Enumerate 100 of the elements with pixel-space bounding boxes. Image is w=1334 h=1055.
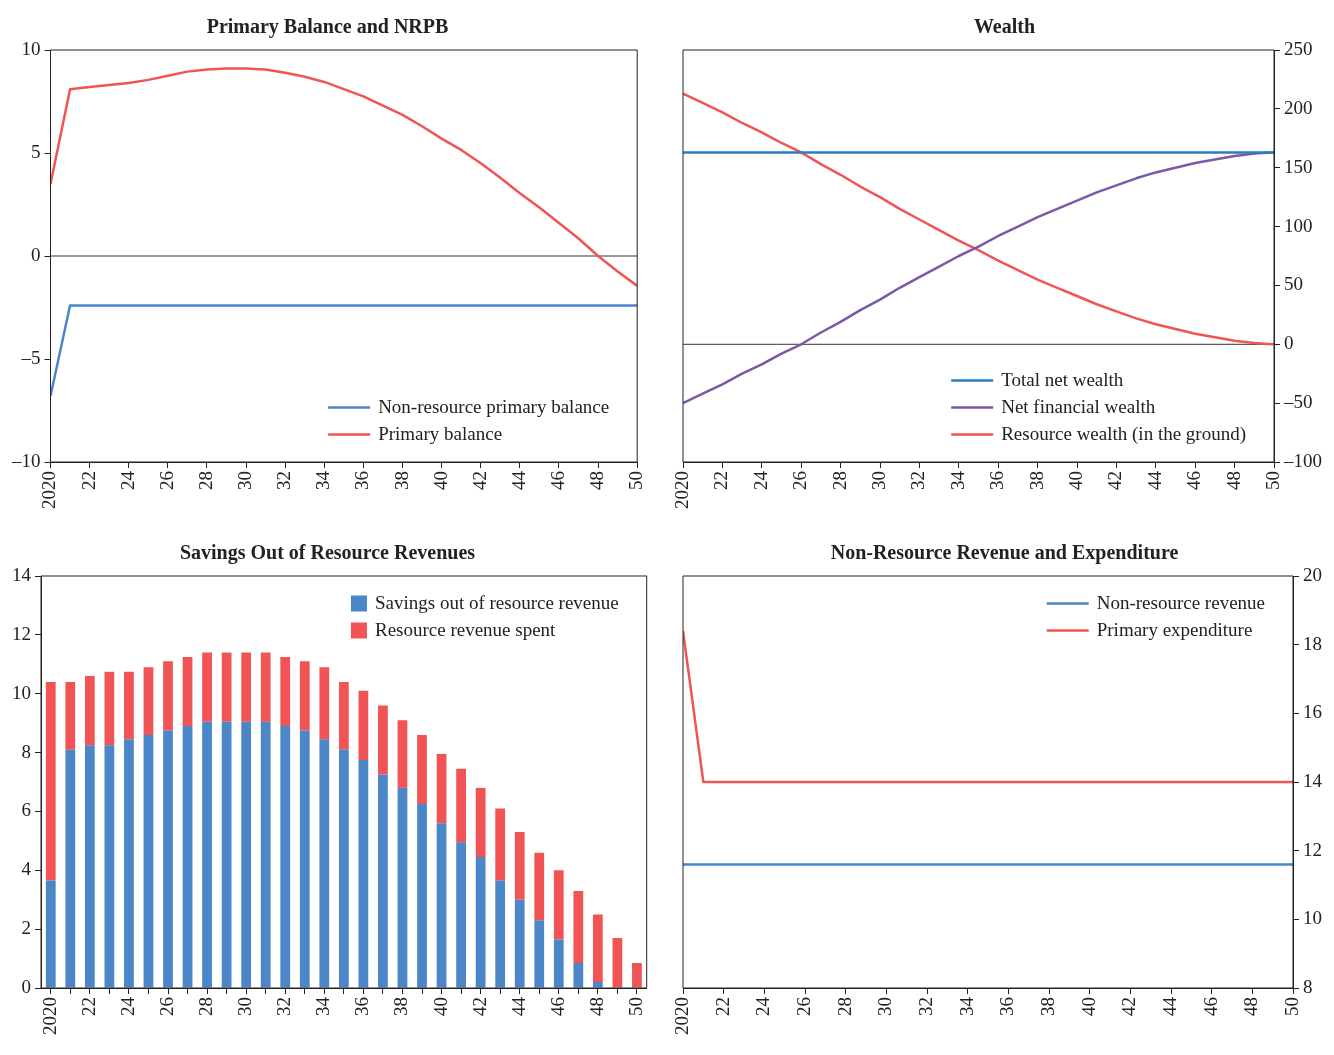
bar [202,721,212,988]
x-tick-label: 42 [468,471,490,490]
y2-tick-label: 200 [1284,96,1313,118]
y-tick-label: 12 [12,622,31,644]
x-tick-label: 28 [195,997,217,1016]
bar [612,937,623,988]
x-tick-label: 24 [752,996,774,1016]
x-tick-label: 40 [1064,471,1086,490]
bar [475,787,486,858]
y2-tick-label: 8 [1303,975,1313,997]
legend-label: Primary balance [378,423,503,445]
x-tick-label: 42 [1118,997,1140,1016]
x-tick-label: 46 [546,997,568,1016]
x-tick-label: 24 [116,470,138,490]
y-tick-label: –10 [11,449,41,471]
x-tick-label: 46 [1199,997,1221,1016]
x-tick-label: 32 [273,997,295,1016]
legend-label: Non-resource revenue [1096,592,1266,614]
chart-title: Wealth [973,15,1036,38]
x-tick-label: 48 [586,471,608,490]
chart-title: Primary Balance and NRPB [206,15,449,39]
bar [280,656,291,727]
y2-tick-label: 0 [1284,332,1294,354]
x-tick-label: 38 [1036,997,1058,1016]
y2-tick-label: 20 [1303,563,1322,585]
y-tick-label: 2 [21,917,31,939]
bar [260,652,271,722]
y2-tick-label: –50 [1283,391,1313,413]
x-tick-label: 46 [1183,471,1205,490]
bar [319,667,330,740]
y2-tick-label: 50 [1284,273,1303,295]
x-tick-label: 30 [234,997,256,1016]
bar [221,721,232,988]
x-tick-label: 50 [625,471,647,490]
y-tick-label: 10 [12,681,31,703]
x-tick-label: 36 [996,997,1018,1016]
bar [592,914,603,983]
y2-tick-label: 150 [1284,155,1313,177]
y2-tick-label: 14 [1303,769,1323,791]
y2-tick-label: –100 [1283,449,1322,471]
bar [182,726,193,988]
x-tick-label: 38 [390,471,412,490]
bar [378,705,388,775]
x-tick-label: 34 [312,996,334,1016]
bar [338,749,349,988]
y2-tick-label: 10 [1303,907,1322,929]
bar [378,774,388,988]
x-tick-label: 44 [1158,996,1180,1016]
bar [592,982,603,988]
x-tick-label: 28 [828,471,850,490]
y2-tick-label: 250 [1284,37,1313,59]
bar [553,939,564,988]
y-tick-label: 8 [21,740,31,762]
x-tick-label: 44 [507,996,529,1016]
y2-tick-label: 18 [1303,632,1322,654]
y2-tick-label: 100 [1284,214,1313,236]
x-tick-label: 26 [155,997,177,1016]
bar [417,804,427,988]
bar [280,726,291,988]
legend-label: Primary expenditure [1096,619,1253,641]
legend-label: Savings out of resource revenue [374,592,619,614]
y2-tick-label: 12 [1303,838,1322,860]
bar [553,870,564,940]
x-tick-label: 48 [1222,471,1244,490]
x-tick-label: 50 [624,997,646,1016]
y-tick-label: –5 [20,346,41,368]
bar [514,899,525,988]
y-tick-label: 5 [31,140,41,162]
x-tick-label: 28 [194,471,216,490]
x-tick-label: 22 [711,997,733,1016]
y2-tick-label: 16 [1303,701,1322,723]
x-tick-label: 42 [1104,471,1126,490]
bar [534,920,545,988]
bar [534,852,545,921]
bar [163,730,173,988]
x-tick-label: 36 [986,471,1008,490]
bar [573,890,584,963]
x-tick-label: 40 [429,997,451,1016]
bar [397,720,408,788]
legend-label: Resource revenue spent [374,619,557,641]
y-tick-label: 10 [21,37,41,59]
bar [436,754,447,824]
y-tick-label: 0 [21,975,31,997]
bar [299,730,310,988]
bar [45,880,56,988]
bar [358,690,369,760]
x-tick-label: 32 [914,997,936,1016]
bar [84,676,95,746]
x-tick-label: 50 [1261,471,1283,490]
legend-label: Net financial wealth [1001,396,1156,418]
bar [241,652,252,722]
bar [124,671,134,740]
legend-label: Total net wealth [1001,369,1124,391]
bar [182,656,193,727]
x-tick-label: 48 [1240,997,1262,1016]
bar [143,734,154,988]
bar [65,681,76,750]
legend-label: Non-resource primary balance [378,396,610,418]
x-tick-label: 24 [116,996,138,1016]
y-tick-label: 4 [21,858,32,880]
